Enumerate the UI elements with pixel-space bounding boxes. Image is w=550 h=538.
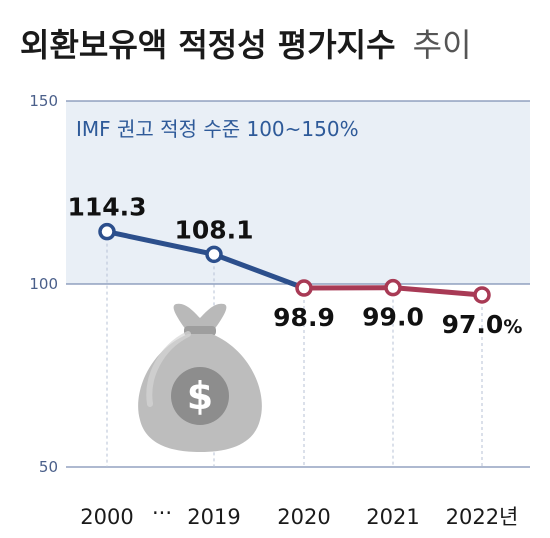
- chart-title-main: 외환보유액 적정성 평가지수: [20, 26, 396, 64]
- data-point-2019: [205, 245, 223, 264]
- data-label-unit: %: [503, 316, 522, 338]
- data-point-2022년: [473, 286, 491, 304]
- data-point-2000: [98, 222, 116, 241]
- range-annotation: IMF 권고 적정 수준 100~150%: [76, 117, 359, 141]
- y-tick-label-50: 50: [39, 458, 58, 476]
- data-label-2022년: 97.0%: [442, 310, 523, 339]
- data-label-2019: 108.1: [174, 215, 253, 244]
- series-line-segment-1: [211, 251, 307, 291]
- x-tick-label-2019: 2019: [187, 505, 240, 529]
- data-point-2021: [384, 278, 402, 297]
- chart-title: 외환보유액 적정성 평가지수 추이: [20, 26, 472, 64]
- x-tick-label-2022년: 2022년: [446, 505, 519, 529]
- recommended-range-band: [66, 101, 530, 284]
- x-tick-label-2021: 2021: [366, 505, 419, 529]
- chart-title-suffix: 추이: [413, 26, 472, 64]
- y-tick-label-150: 150: [29, 92, 58, 110]
- x-axis-gap-marker: ···: [152, 501, 172, 525]
- svg-text:$: $: [187, 374, 213, 418]
- series-line-segment-3: [390, 285, 485, 298]
- data-label-2020: 98.9: [273, 303, 335, 332]
- data-label-2000: 114.3: [67, 193, 146, 222]
- x-tick-label-2020: 2020: [277, 505, 330, 529]
- data-point-2020: [295, 279, 313, 297]
- money-bag-icon: $: [138, 303, 262, 452]
- x-tick-label-2000: 2000: [80, 505, 133, 529]
- data-label-2021: 99.0: [362, 303, 424, 332]
- series-line-segment-0: [104, 229, 217, 257]
- y-tick-label-100: 100: [29, 275, 58, 293]
